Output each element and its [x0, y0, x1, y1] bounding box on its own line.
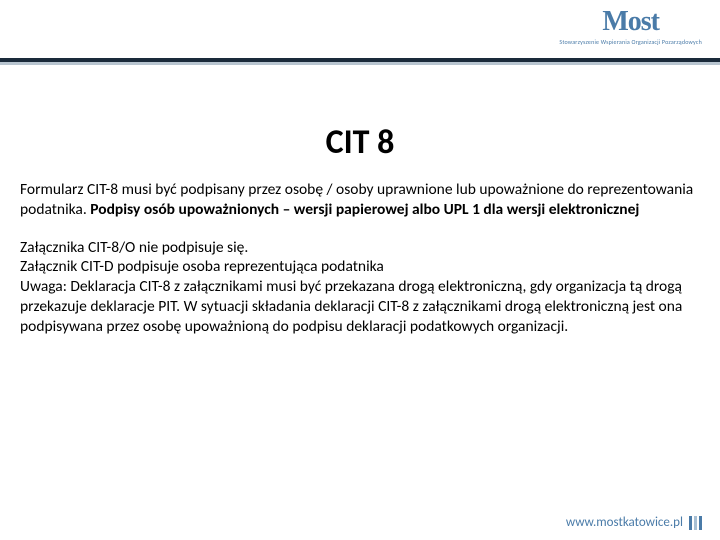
- paragraph-2-line: Załącznik CIT-D podpisuje osoba reprezen…: [20, 257, 700, 277]
- paragraph-2-line: Uwaga: Deklaracja CIT-8 z załącznikami m…: [20, 277, 700, 336]
- logo-subtitle: Stowarzyszenie Wspierania Organizacji Po…: [559, 38, 702, 46]
- header-divider: [0, 58, 720, 68]
- page-title: CIT 8: [0, 122, 720, 163]
- footer-marks-icon: [689, 516, 702, 530]
- paragraph-2: Załącznika CIT-8/O nie podpisuje się.Zał…: [20, 238, 700, 337]
- logo: Most Stowarzyszenie Wspierania Organizac…: [559, 8, 702, 46]
- body-content: Formularz CIT-8 musi być podpisany przez…: [20, 180, 700, 337]
- paragraph-2-line: Załącznika CIT-8/O nie podpisuje się.: [20, 238, 700, 258]
- paragraph-1: Formularz CIT-8 musi być podpisany przez…: [20, 180, 700, 220]
- footer-url: www.mostkatowice.pl: [566, 515, 683, 530]
- para1-bold: Podpisy osób upoważnionych – wersji papi…: [90, 200, 639, 219]
- footer: www.mostkatowice.pl: [566, 515, 702, 530]
- logo-text: Most: [559, 8, 702, 36]
- header-bar-light: [0, 62, 720, 65]
